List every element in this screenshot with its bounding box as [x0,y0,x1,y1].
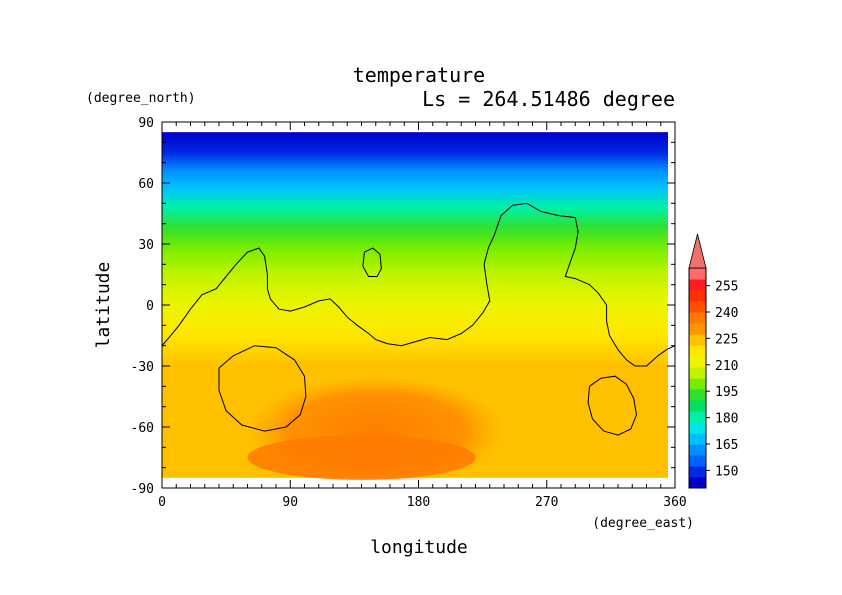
colorbar-cell [689,268,706,280]
contour-lines [161,202,676,436]
colorbar-cell [689,400,706,412]
colorbar-cell [689,312,706,324]
colorbar-tick-label: 150 [715,464,738,479]
colorbar-tick-label: 180 [715,412,738,427]
colorbar-tick-label: 225 [715,332,738,347]
contour-south-crater-left [218,345,307,432]
colorbar-cell [689,444,706,456]
y-tick-label: 0 [146,299,154,314]
y-axis-label: latitude [93,262,114,349]
colorbar-cell [689,334,706,346]
colorbar-cell [689,367,706,379]
colorbar-tick-label: 195 [715,385,738,400]
colorbar-tick-label: 165 [715,438,738,453]
contour-coastline [161,202,676,367]
colorbar-cell [689,466,706,478]
x-axis-ticks: 0 90 180 270 360 [158,122,687,510]
colorbar-tick-label: 210 [715,359,738,374]
chart-title: temperature [353,63,485,87]
colorbar-cell [689,356,706,368]
y-axis-ticks: 90 60 30 0 -30 -60 -90 [131,116,675,497]
y-tick-label: 30 [138,238,154,253]
colorbar-cell [689,301,706,313]
colorbar-cell [689,455,706,467]
colorbar-tick-label: 240 [715,306,738,321]
colorbar-cell [689,422,706,434]
x-tick-label: 270 [535,495,558,510]
colorbar-cell [689,323,706,335]
colorbar-cell [689,290,706,302]
colorbar: 150 165 180 195 210 225 240 255 [688,233,738,489]
colorbar-cell [689,389,706,401]
colorbar-cell [689,345,706,357]
y-tick-label: -90 [131,482,154,497]
colorbar-cell [689,433,706,445]
y-tick-label: 90 [138,116,154,131]
temperature-field [162,132,668,480]
x-units-label: (degree_east) [592,516,694,531]
colorbar-cell [689,411,706,423]
colorbar-cell [689,477,706,489]
y-tick-label: -30 [131,360,154,375]
contour-islet [362,247,382,277]
warm-region-core [247,435,476,480]
x-tick-label: 90 [282,495,298,510]
y-units-label: (degree_north) [86,91,196,106]
contour-south-crater-right [587,375,638,436]
x-axis-label: longitude [370,537,468,558]
colorbar-extend-arrow [688,233,707,269]
x-tick-label: 360 [663,495,686,510]
x-tick-label: 0 [158,495,166,510]
colorbar-tick-label: 255 [715,280,738,295]
chart-subtitle: Ls = 264.51486 degree [422,87,675,111]
y-tick-label: 60 [138,177,154,192]
colorbar-cell [689,378,706,390]
x-tick-label: 180 [407,495,430,510]
colorbar-cell [689,279,706,291]
y-tick-label: -60 [131,421,154,436]
